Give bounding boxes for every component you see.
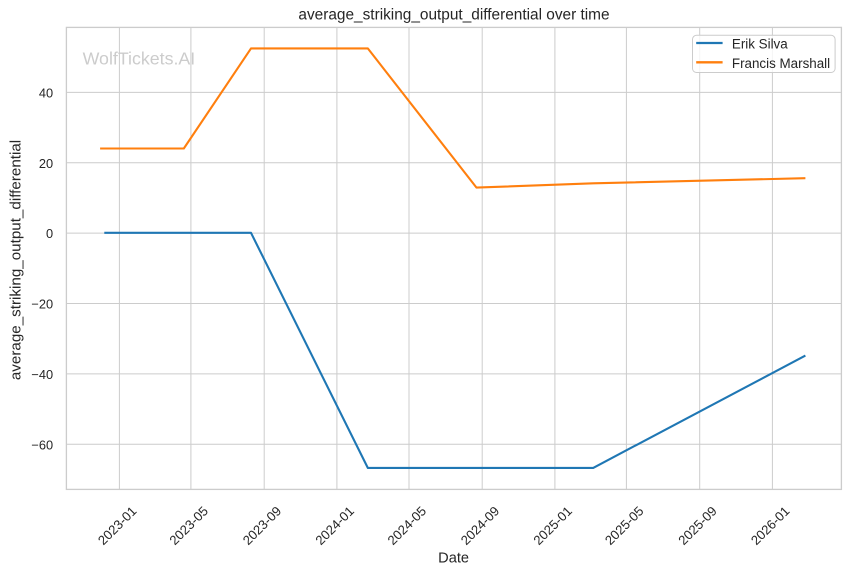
- svg-text:40: 40: [39, 86, 53, 101]
- svg-text:−40: −40: [31, 367, 53, 382]
- svg-text:WolfTickets.AI: WolfTickets.AI: [83, 49, 196, 69]
- svg-text:Erik Silva: Erik Silva: [732, 37, 788, 52]
- svg-text:0: 0: [46, 226, 53, 241]
- svg-text:Date: Date: [438, 551, 469, 567]
- svg-text:−20: −20: [31, 297, 53, 312]
- svg-text:20: 20: [39, 156, 53, 171]
- svg-text:average_striking_output_differ: average_striking_output_differential ove…: [298, 7, 609, 24]
- svg-text:Francis Marshall: Francis Marshall: [732, 56, 830, 71]
- svg-text:−60: −60: [31, 437, 53, 452]
- svg-text:average_striking_output_differ: average_striking_output_differential: [7, 140, 24, 380]
